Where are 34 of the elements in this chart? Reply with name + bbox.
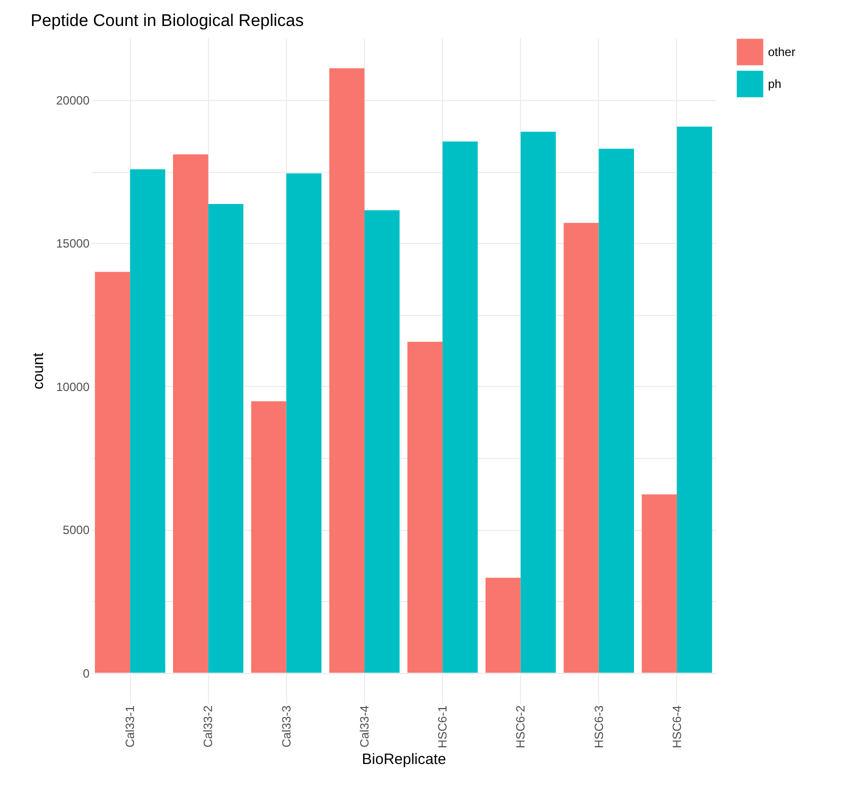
bar <box>520 132 556 673</box>
bar <box>676 126 712 673</box>
y-tick-label: 5000 <box>62 523 90 538</box>
y-tick-label: 15000 <box>56 236 90 251</box>
x-tick-label: HSC6-4 <box>670 705 684 748</box>
y-tick-label: 10000 <box>56 380 90 394</box>
x-tick-label: HSC6-1 <box>436 705 450 748</box>
bar <box>208 204 244 673</box>
chart-title: Peptide Count in Biological Replicas <box>30 11 304 30</box>
x-tick-label: Cal33-3 <box>279 705 294 748</box>
y-tick-label: 20000 <box>56 94 90 108</box>
bar <box>407 342 443 673</box>
x-tick-label: HSC6-2 <box>514 705 528 748</box>
bar <box>130 169 166 673</box>
x-axis-title: BioReplicate <box>362 751 446 768</box>
bar <box>442 142 478 673</box>
x-tick-label: HSC6-3 <box>592 705 606 748</box>
y-axis-title: count <box>30 352 48 390</box>
x-tick-label: Cal33-4 <box>357 705 372 748</box>
bar <box>173 154 208 673</box>
x-tick-label: Cal33-1 <box>123 705 138 748</box>
legend-label: other <box>768 45 796 59</box>
y-tick-label: 0 <box>82 666 90 680</box>
bar <box>251 401 286 673</box>
x-tick-label: Cal33-2 <box>201 705 216 748</box>
bar <box>364 210 400 673</box>
legend-label: ph <box>768 77 782 91</box>
bar <box>286 173 322 673</box>
bar <box>564 222 599 673</box>
bar <box>486 578 521 673</box>
bar <box>94 272 130 673</box>
bar <box>642 494 677 673</box>
bar <box>598 148 634 673</box>
bar <box>329 68 364 673</box>
